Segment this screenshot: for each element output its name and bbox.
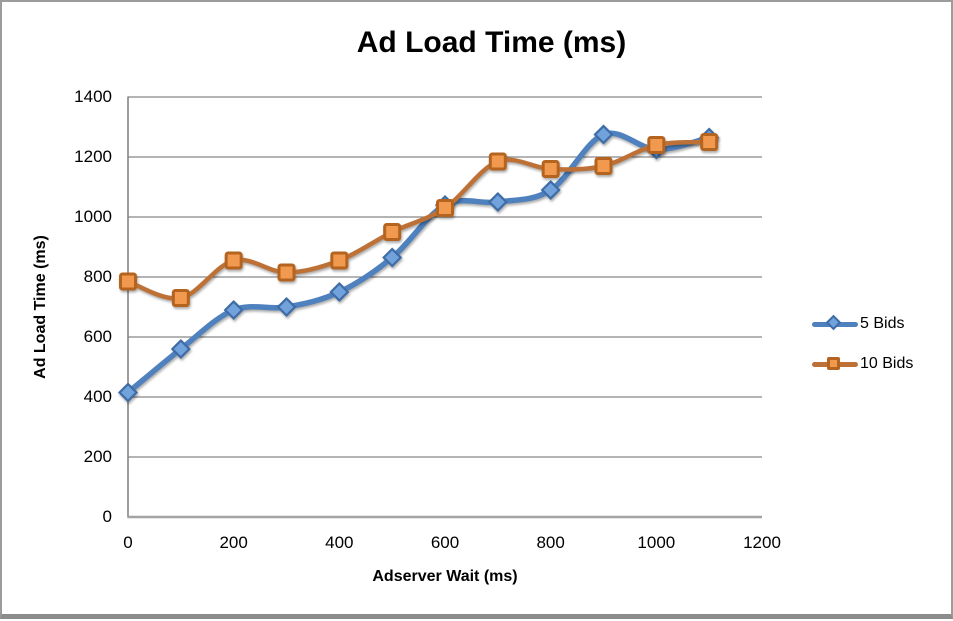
x-tick-label: 400: [325, 533, 354, 552]
data-point-marker: [700, 133, 719, 151]
y-tick-label: 800: [83, 267, 112, 286]
y-tick-label: 1400: [74, 87, 112, 106]
data-point-marker: [171, 289, 190, 307]
x-tick-label: 600: [430, 533, 460, 552]
y-tick-label: 600: [83, 327, 112, 346]
data-point-marker: [276, 296, 297, 318]
x-tick-label: 1000: [637, 533, 676, 552]
data-point-marker: [594, 157, 613, 175]
data-point-marker: [488, 152, 507, 171]
legend-label: 5 Bids: [860, 315, 905, 332]
series-line: [125, 130, 712, 396]
series-5-bids: [117, 124, 720, 403]
y-axis-title: Ad Load Time (ms): [32, 235, 49, 379]
data-point-marker: [383, 223, 402, 241]
legend: 5 Bids 10 Bids: [812, 310, 952, 390]
data-point-marker: [223, 299, 244, 321]
data-point-marker: [277, 263, 296, 282]
data-point-marker: [487, 191, 508, 213]
data-point-marker: [540, 179, 561, 201]
data-point-marker: [330, 251, 349, 270]
data-point-marker: [593, 124, 614, 145]
series-line: [125, 139, 712, 301]
y-tick-label: 1200: [74, 147, 112, 166]
chart-title: Ad Load Time (ms): [356, 26, 627, 59]
y-tick-label: 200: [83, 447, 112, 466]
data-point-marker: [436, 199, 454, 217]
x-tick-label: 1200: [743, 533, 781, 552]
legend-item: 10 Bids: [812, 350, 952, 378]
data-point-marker: [647, 136, 666, 154]
legend-label: 10 Bids: [860, 355, 914, 372]
legend-item: 5 Bids: [812, 310, 952, 338]
x-tick-label: 0: [123, 533, 133, 552]
data-point-marker: [224, 251, 243, 270]
data-point-marker: [170, 338, 191, 360]
x-tick-label: 200: [219, 533, 248, 552]
data-point-marker: [541, 160, 560, 178]
y-tick-label: 400: [83, 387, 112, 406]
data-point-marker: [329, 281, 350, 303]
x-tick-label: 800: [536, 533, 565, 552]
data-point-marker: [117, 382, 139, 403]
series-10-bids: [119, 133, 719, 307]
y-tick-label: 0: [102, 507, 112, 526]
data-point-marker: [382, 247, 403, 268]
data-point-marker: [119, 272, 137, 291]
x-axis-title: Adserver Wait (ms): [372, 568, 518, 585]
line-diamond-marker-icon: [812, 314, 858, 332]
y-tick-label: 1000: [74, 207, 112, 226]
line-square-marker-icon: [812, 356, 858, 372]
